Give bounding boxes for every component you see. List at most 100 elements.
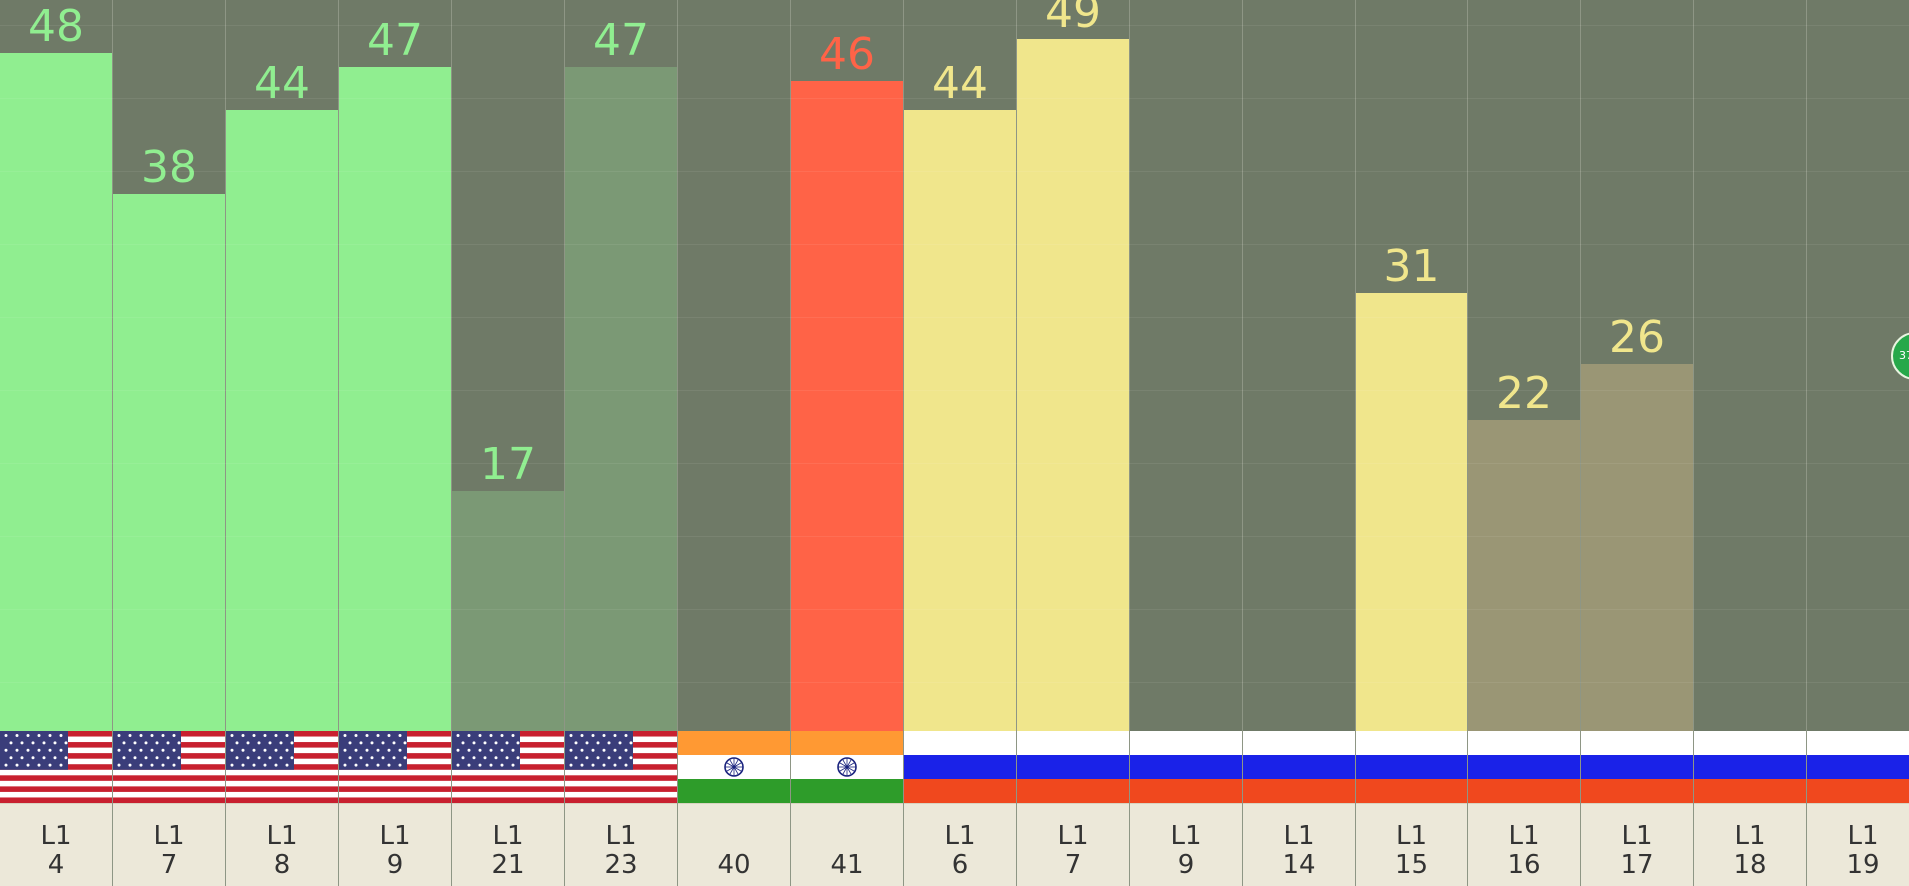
bar-column[interactable]: 47 L1 23 bbox=[565, 0, 678, 886]
category-label-prefix: L1 bbox=[40, 821, 72, 851]
category-label: L1 23 bbox=[565, 803, 677, 886]
category-label: L1 9 bbox=[339, 803, 451, 886]
data-label: 26 bbox=[1609, 311, 1665, 363]
category-label-number: 9 bbox=[1177, 850, 1195, 880]
category-label: L1 21 bbox=[452, 803, 564, 886]
category-label: L1 19 bbox=[1807, 803, 1909, 886]
gridline bbox=[0, 98, 1909, 99]
gridline bbox=[0, 390, 1909, 391]
usa-flag-icon bbox=[339, 731, 451, 803]
usa-flag-icon bbox=[565, 731, 677, 803]
category-label-number: 7 bbox=[160, 850, 178, 880]
bar-column[interactable]: 46 41 bbox=[791, 0, 904, 886]
gridline bbox=[0, 317, 1909, 318]
bar bbox=[226, 109, 338, 731]
category-label-number: 8 bbox=[273, 850, 291, 880]
bar-column[interactable]: 31 L1 15 bbox=[1356, 0, 1468, 886]
india-flag-icon bbox=[678, 731, 790, 803]
bar-column[interactable]: 22 L1 16 bbox=[1468, 0, 1581, 886]
bar bbox=[1581, 363, 1693, 731]
category-label-prefix: L1 bbox=[605, 821, 637, 851]
bar-column[interactable]: 26 L1 17 bbox=[1581, 0, 1694, 886]
data-label: 44 bbox=[932, 57, 988, 109]
bar-column[interactable]: 44 L1 8 bbox=[226, 0, 339, 886]
category-label-number: 4 bbox=[47, 850, 65, 880]
category-label-prefix: L1 bbox=[1508, 821, 1540, 851]
category-label-number: 9 bbox=[386, 850, 404, 880]
category-label-number: 23 bbox=[604, 850, 638, 880]
bar bbox=[1356, 293, 1467, 731]
category-label: L1 15 bbox=[1356, 803, 1467, 886]
bar-column[interactable]: 47 L1 9 bbox=[339, 0, 452, 886]
category-label-prefix: L1 bbox=[1395, 821, 1428, 851]
bar bbox=[339, 67, 451, 731]
bar-column[interactable]: 17 L1 21 bbox=[452, 0, 565, 886]
bar-column[interactable]: L1 14 bbox=[1243, 0, 1356, 886]
russia-flag-icon bbox=[1694, 731, 1806, 803]
category-label-number: 17 bbox=[1620, 850, 1654, 880]
gridline bbox=[0, 682, 1909, 683]
category-label-number: 7 bbox=[1064, 850, 1082, 880]
usa-flag-icon bbox=[452, 731, 564, 803]
gridline bbox=[0, 171, 1909, 172]
category-label-prefix: L1 bbox=[1170, 821, 1202, 851]
category-label: L1 9 bbox=[1130, 803, 1242, 886]
data-label: 22 bbox=[1496, 368, 1552, 420]
category-label-number: 16 bbox=[1507, 850, 1541, 880]
bar bbox=[452, 490, 564, 731]
category-label-number: 18 bbox=[1733, 850, 1767, 880]
category-label: L1 6 bbox=[904, 803, 1016, 886]
bar-column[interactable]: 40 bbox=[678, 0, 791, 886]
usa-flag-icon bbox=[226, 731, 338, 803]
russia-flag-icon bbox=[904, 731, 1016, 803]
category-label: L1 7 bbox=[1017, 803, 1129, 886]
bar-column[interactable]: 49 L1 7 bbox=[1017, 0, 1130, 886]
category-label-prefix: L1 bbox=[266, 821, 298, 851]
data-label: 47 bbox=[593, 15, 649, 67]
bar bbox=[1468, 420, 1580, 731]
category-label: 41 bbox=[791, 803, 903, 886]
category-label-prefix: L1 bbox=[1057, 821, 1089, 851]
bar bbox=[113, 194, 225, 731]
category-label-number: 6 bbox=[951, 850, 969, 880]
category-label: L1 17 bbox=[1581, 803, 1693, 886]
category-label: 40 bbox=[678, 803, 790, 886]
bar bbox=[0, 53, 112, 731]
bar-column[interactable]: L1 9 bbox=[1130, 0, 1243, 886]
category-label: L1 14 bbox=[1243, 803, 1355, 886]
bar-column[interactable]: L1 18 bbox=[1694, 0, 1807, 886]
russia-flag-icon bbox=[1356, 731, 1467, 803]
russia-flag-icon bbox=[1581, 731, 1693, 803]
category-label: L1 18 bbox=[1694, 803, 1806, 886]
usa-flag-icon bbox=[0, 731, 112, 803]
category-label-prefix: L1 bbox=[944, 821, 976, 851]
bar-column[interactable]: L1 19 bbox=[1807, 0, 1909, 886]
russia-flag-icon bbox=[1807, 731, 1909, 803]
usa-flag-icon bbox=[113, 731, 225, 803]
category-label: L1 8 bbox=[226, 803, 338, 886]
category-label-number: 21 bbox=[491, 850, 525, 880]
gridline bbox=[0, 244, 1909, 245]
bar bbox=[904, 109, 1016, 731]
category-label-number: 19 bbox=[1846, 850, 1880, 880]
india-flag-icon bbox=[791, 731, 903, 803]
category-label-prefix: L1 bbox=[492, 821, 524, 851]
bar-column[interactable]: 44 L1 6 bbox=[904, 0, 1017, 886]
category-label: L1 4 bbox=[0, 803, 112, 886]
category-label-number: 14 bbox=[1282, 850, 1316, 880]
category-label-prefix: L1 bbox=[1283, 821, 1315, 851]
bar bbox=[1017, 39, 1129, 731]
category-label-prefix: L1 bbox=[1847, 821, 1879, 851]
bar-column[interactable]: 48 L1 4 bbox=[0, 0, 113, 886]
data-label: 38 bbox=[141, 142, 197, 194]
gridline bbox=[0, 536, 1909, 537]
russia-flag-icon bbox=[1468, 731, 1580, 803]
bar-column[interactable]: 38 L1 7 bbox=[113, 0, 226, 886]
gridline bbox=[0, 463, 1909, 464]
category-label-prefix: L1 bbox=[1621, 821, 1653, 851]
category-label-prefix: L1 bbox=[153, 821, 185, 851]
data-label: 44 bbox=[254, 57, 310, 109]
category-label: L1 7 bbox=[113, 803, 225, 886]
category-label-number: 15 bbox=[1394, 850, 1429, 880]
